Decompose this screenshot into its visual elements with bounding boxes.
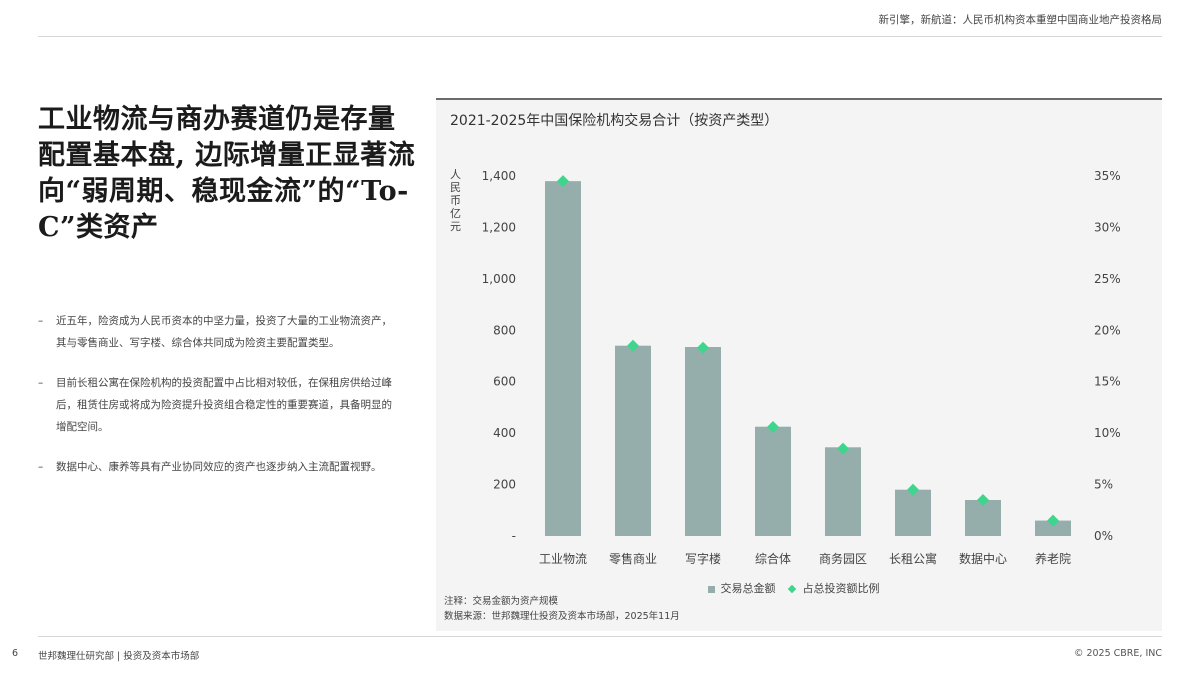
legend-item-marker: 占总投资额比例 [787, 580, 880, 596]
chart-panel: - 200 400 600 800 1,000 1,200 1,400 0% 5% 10% 15% 20… [436, 98, 1162, 631]
ratio-marker-6 [907, 483, 919, 496]
bar-6 [895, 489, 931, 536]
x-tick-label: 写字楼 [685, 551, 721, 566]
header-title: 新引擎，新航道：人民币机构资本重塑中国商业地产投资格局 [878, 14, 1163, 26]
legend-marker-label: 占总投资额比例 [802, 582, 880, 595]
chart-source: 数据来源：世邦魏理仕投资及资本市场部，2025年11月 [444, 611, 680, 622]
ratio-marker-4 [767, 420, 779, 433]
bullet-marker: – [38, 461, 44, 473]
bar-4 [755, 426, 791, 536]
y-left-tick-label: 1,200 [482, 220, 516, 234]
legend-bar-swatch [708, 585, 715, 593]
legend-bar-label: 交易总金额 [720, 582, 776, 595]
bullet-item: – 近五年，险资成为人民币资本的中坚力量，投资了大量的工业物流资产，其与零售商业… [38, 310, 398, 354]
x-tick-label: 工业物流 [539, 552, 587, 566]
legend-item-bar: 交易总金额 [708, 580, 776, 596]
bullet-marker: – [38, 377, 44, 389]
ratio-marker-5 [837, 442, 849, 455]
x-tick-label: 长租公寓 [889, 551, 937, 566]
y-right-tick-label: 15% [1094, 375, 1121, 389]
bar-3 [685, 347, 721, 536]
y-right-tick-label: 30% [1094, 220, 1121, 234]
y-right-tick-label: 25% [1094, 272, 1121, 286]
y-left-tick-label: 600 [493, 375, 516, 389]
chart-plot: - 200 400 600 800 1,000 1,200 1,400 0% 5% 10% 15% 20… [482, 169, 1121, 566]
ratio-marker-7 [977, 494, 989, 506]
chart-title: 2021-2025年中国保险机构交易合计（按资产类型） [450, 113, 779, 129]
y-right-tick-label: 5% [1094, 478, 1113, 492]
ratio-marker-2 [627, 339, 639, 352]
y-left-tick-label: 400 [493, 426, 516, 440]
y-left-tick-label: 200 [493, 478, 516, 492]
y-right-tick-label: 0% [1094, 529, 1113, 543]
bullet-text: 数据中心、康养等具有产业协同效应的资产也逐步纳入主流配置视野。 [56, 461, 382, 473]
bullet-text: 近五年，险资成为人民币资本的中坚力量，投资了大量的工业物流资产，其与零售商业、写… [56, 315, 392, 349]
top-divider [38, 36, 1162, 37]
bullet-item: – 数据中心、康养等具有产业协同效应的资产也逐步纳入主流配置视野。 [38, 456, 398, 478]
x-tick-label: 数据中心 [959, 551, 1007, 566]
y-left-tick-label: - [512, 529, 516, 543]
bar-5 [825, 447, 861, 536]
x-tick-label: 综合体 [755, 551, 791, 566]
footer-department: 世邦魏理仕研究部 | 投资及资本市场部 [38, 651, 200, 662]
bullet-item: – 目前长租公寓在保险机构的投资配置中占比相对较低，在保租房供给过峰后，租赁住房… [38, 372, 398, 438]
y-left-tick-label: 800 [493, 323, 516, 337]
ratio-marker-3 [697, 341, 709, 354]
y-axis-unit-label: 人民币亿元 [450, 168, 461, 233]
bottom-divider [38, 636, 1162, 637]
bar-8 [1035, 520, 1071, 536]
footer-copyright: © 2025 CBRE, INC [1073, 648, 1162, 659]
chart-note: 注释：交易金额为资产规模 [444, 596, 559, 607]
y-left-tick-label: 1,000 [482, 272, 516, 286]
y-left-tick-label: 1,400 [482, 169, 516, 183]
y-right-tick-label: 10% [1094, 426, 1121, 440]
x-tick-label: 养老院 [1035, 551, 1071, 566]
x-tick-label: 零售商业 [609, 551, 657, 566]
y-right-tick-label: 20% [1094, 323, 1121, 337]
bullet-text: 目前长租公寓在保险机构的投资配置中占比相对较低，在保租房供给过峰后，租赁住房或将… [56, 377, 392, 433]
bullet-list: – 近五年，险资成为人民币资本的中坚力量，投资了大量的工业物流资产，其与零售商业… [38, 310, 398, 496]
bar-1 [545, 181, 581, 536]
bullet-marker: – [38, 315, 44, 327]
ratio-marker-1 [557, 175, 569, 188]
y-right-tick-label: 35% [1094, 169, 1121, 183]
ratio-marker-8 [1047, 514, 1059, 527]
chart-legend: 交易总金额 占总投资额比例 [708, 580, 890, 596]
x-tick-label: 商务园区 [819, 551, 867, 566]
bar-2 [615, 345, 651, 536]
page-number: 6 [12, 648, 19, 659]
legend-diamond-swatch [787, 584, 797, 594]
page-headline: 工业物流与商办赛道仍是存量配置基本盘, 边际增量正显著流向“弱周期、稳现金流”的… [38, 104, 416, 243]
